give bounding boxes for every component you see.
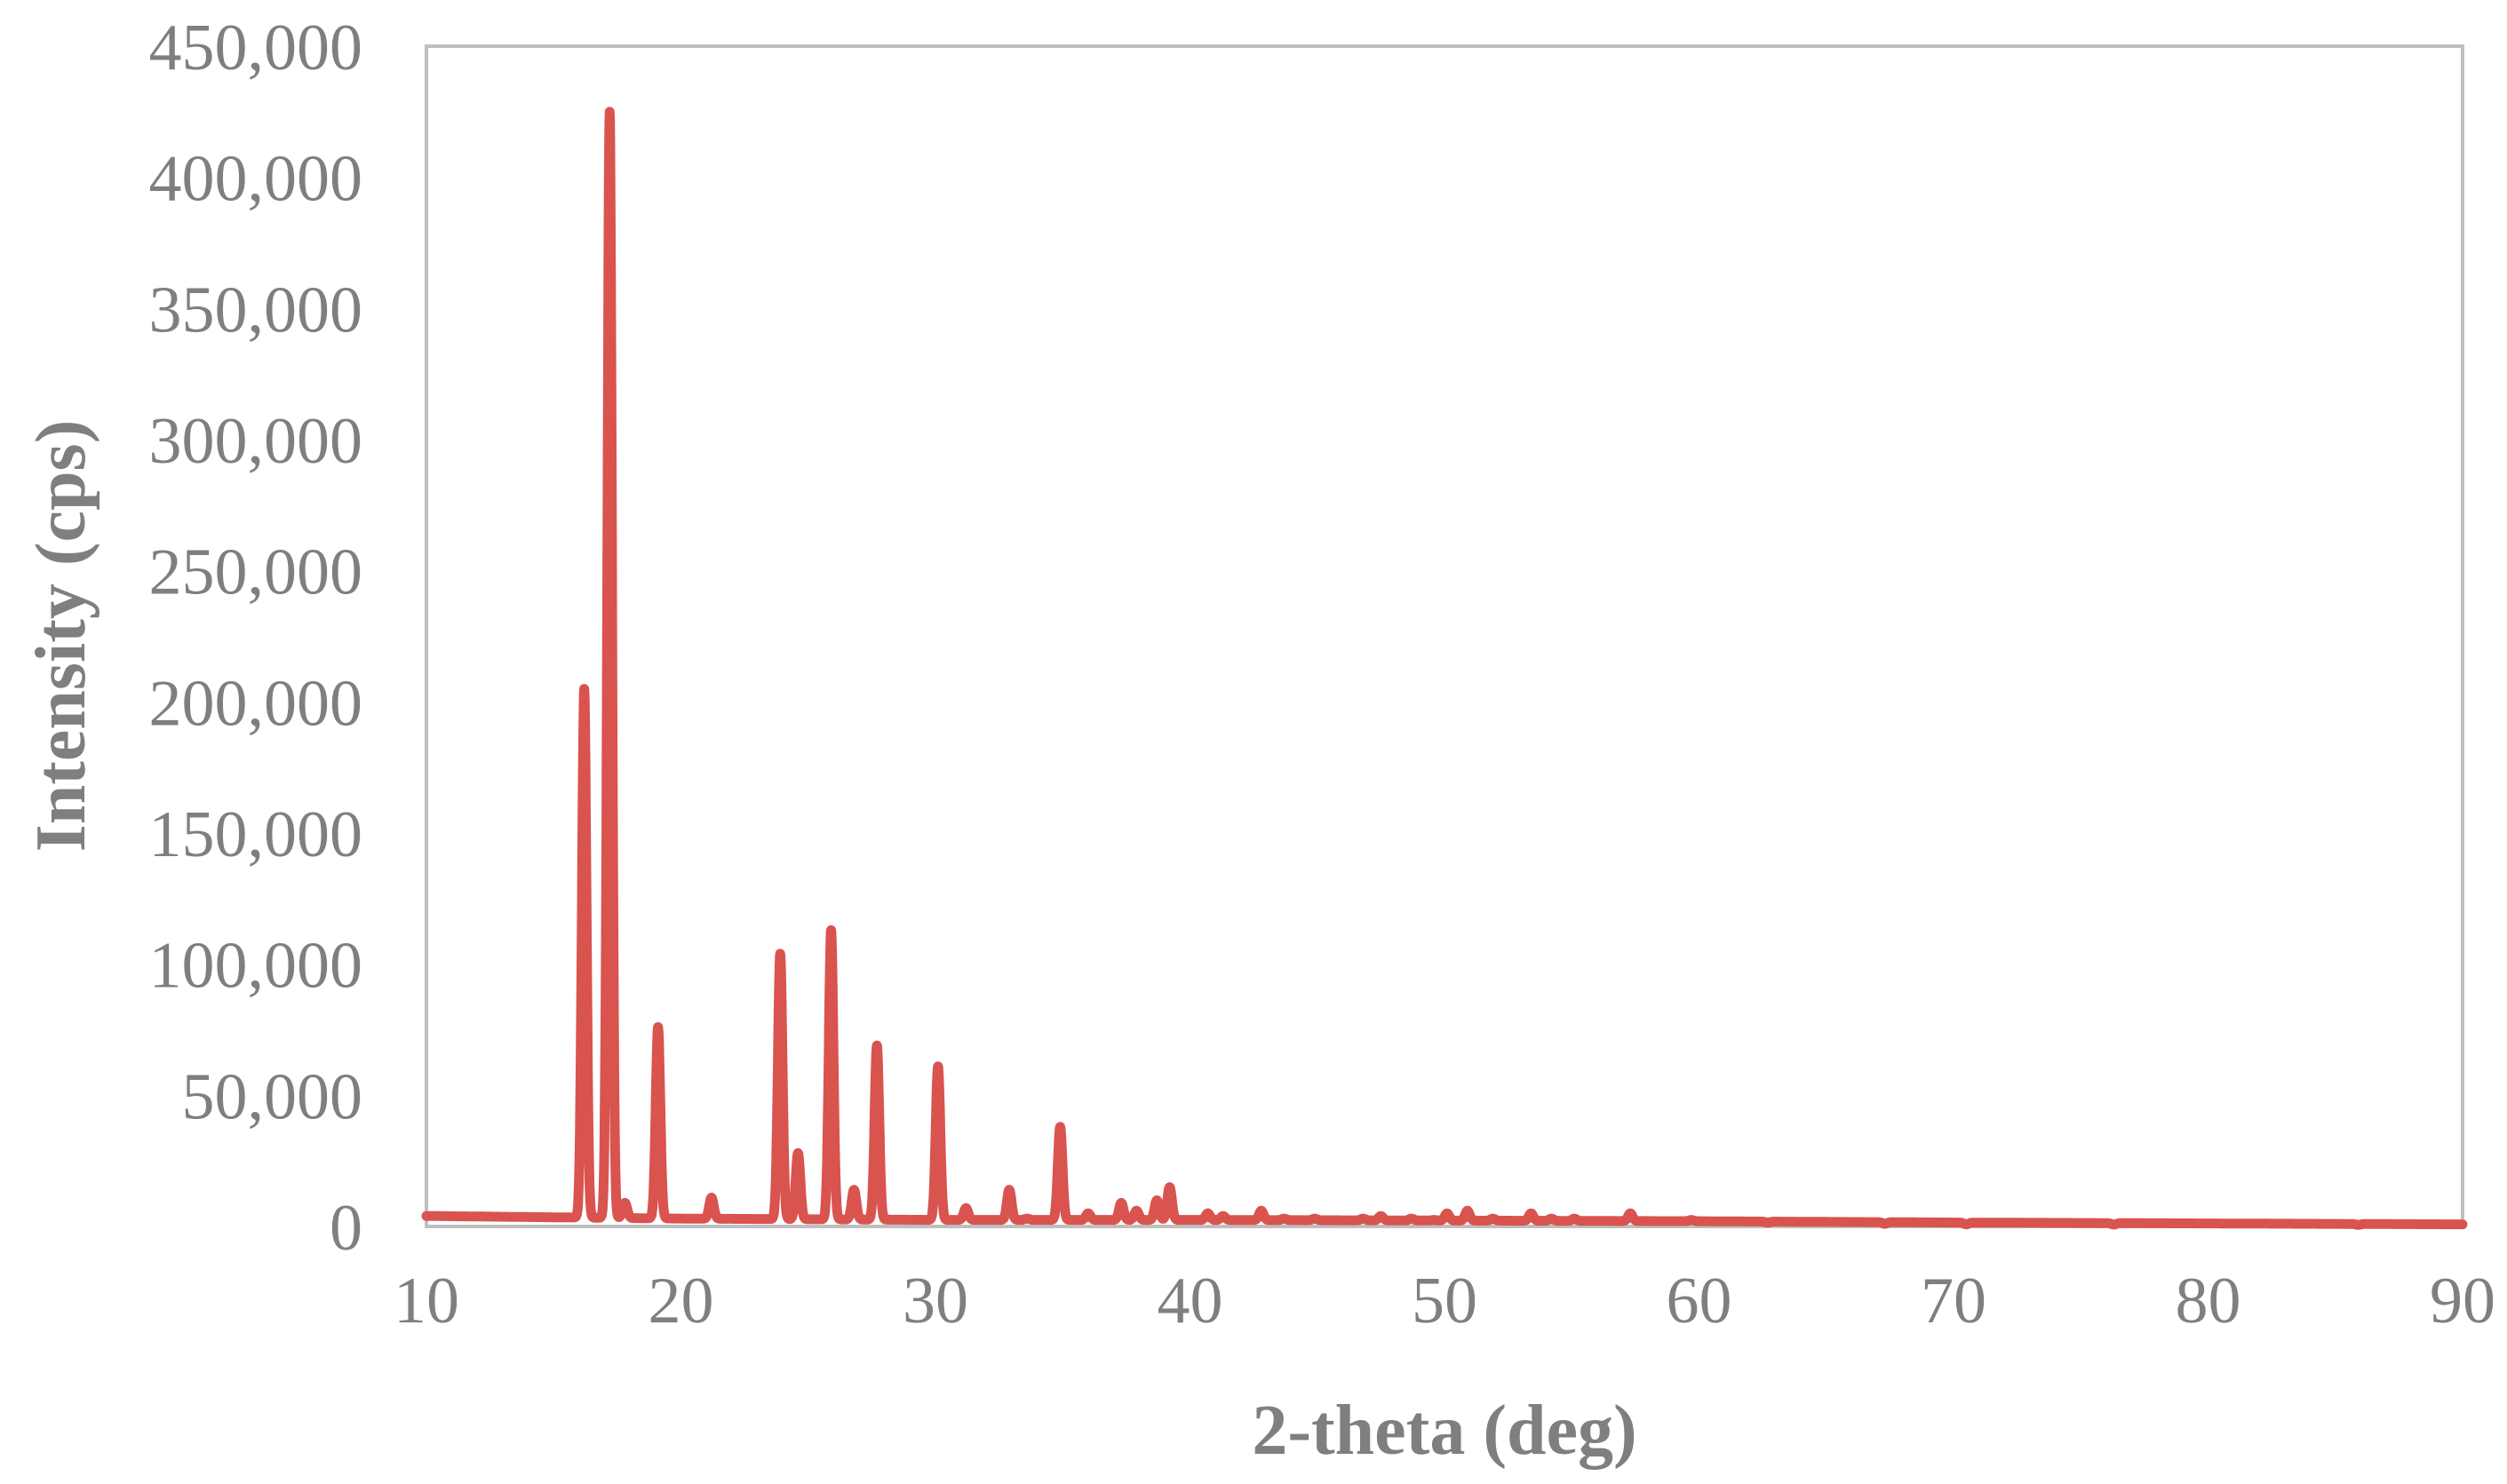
y-tick-label: 350,000 [149,274,363,346]
y-tick-label: 200,000 [149,667,363,740]
y-axis-title: Intensity (cps) [22,420,100,853]
x-axis-title: 2-theta (deg) [1252,1392,1636,1470]
y-tick-label: 150,000 [149,798,363,871]
x-tick-label: 10 [394,1265,459,1337]
plot-frame [425,44,2464,1228]
x-tick-label: 40 [1158,1265,1223,1337]
y-tick-label: 100,000 [149,930,363,1003]
y-tick-label: 250,000 [149,536,363,609]
x-tick-label: 70 [1921,1265,1986,1337]
x-tick-labels: 10 20 30 40 50 60 70 80 90 [394,1265,2495,1337]
y-tick-label: 0 [330,1192,362,1265]
series-line [421,107,2468,1230]
y-tick-labels: 0 50,000 100,000 150,000 200,000 250,000 300,0… [149,12,363,1265]
x-tick-label: 80 [2176,1265,2241,1337]
y-tick-label: 450,000 [149,12,363,84]
x-tick-label: 20 [649,1265,714,1337]
x-tick-label: 90 [2430,1265,2495,1337]
y-tick-label: 400,000 [149,143,363,216]
y-tick-label: 300,000 [149,405,363,478]
x-tick-label: 50 [1412,1265,1477,1337]
x-tick-label: 30 [903,1265,968,1337]
y-tick-label: 50,000 [182,1060,363,1133]
x-tick-label: 60 [1667,1265,1732,1337]
